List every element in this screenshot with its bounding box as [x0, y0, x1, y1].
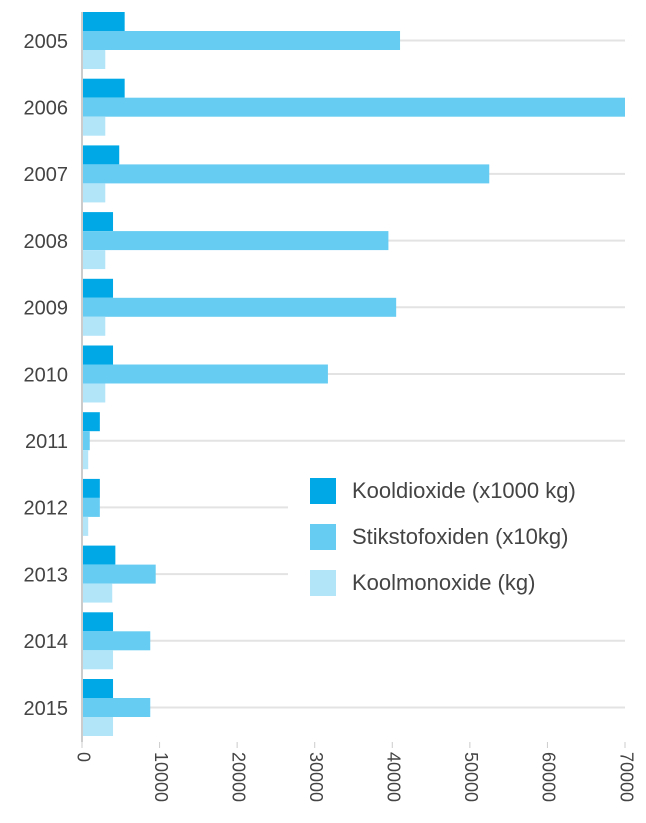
- y-tick-label: 2009: [24, 298, 69, 320]
- bar: [82, 516, 89, 536]
- legend-label: Kooldioxide (x1000 kg): [352, 478, 576, 503]
- legend-label: Koolmonoxide (kg): [352, 570, 535, 595]
- bar: [82, 564, 156, 584]
- y-tick-label: 2010: [24, 364, 69, 386]
- legend-swatch: [310, 478, 336, 504]
- bar: [82, 612, 114, 632]
- y-tick-label: 2014: [24, 631, 69, 653]
- bar: [82, 545, 116, 565]
- legend-label: Stikstofoxiden (x10kg): [352, 524, 568, 549]
- bar: [82, 78, 125, 98]
- x-tick-label: 70000: [616, 752, 636, 802]
- y-tick-label: 2012: [24, 498, 69, 520]
- bar: [82, 164, 490, 184]
- x-tick-label: 0: [73, 752, 93, 762]
- bar: [82, 212, 114, 232]
- bar: [82, 278, 114, 298]
- bar: [82, 450, 89, 470]
- bar: [82, 345, 114, 365]
- bar: [82, 316, 106, 336]
- y-tick-label: 2013: [24, 564, 69, 586]
- bar: [82, 583, 113, 603]
- y-tick-label: 2005: [24, 31, 69, 53]
- bar: [82, 231, 389, 251]
- bar: [82, 50, 106, 69]
- bar: [82, 650, 114, 670]
- x-tick-label: 40000: [384, 752, 404, 802]
- y-tick-label: 2015: [24, 698, 69, 720]
- bar: [82, 97, 625, 117]
- bar: [82, 497, 100, 517]
- bar: [82, 145, 120, 165]
- bar: [82, 717, 114, 736]
- bar: [82, 383, 106, 403]
- legend: Kooldioxide (x1000 kg) Stikstofoxiden (x1…: [288, 462, 640, 608]
- bar: [82, 250, 106, 270]
- bar: [82, 297, 397, 317]
- bar: [82, 698, 151, 717]
- y-tick-label: 2007: [24, 164, 69, 186]
- x-tick-label: 20000: [228, 752, 248, 802]
- x-tick-label: 10000: [151, 752, 171, 802]
- bar: [82, 364, 328, 384]
- y-tick-label: 2006: [24, 97, 69, 119]
- legend-swatch: [310, 570, 336, 596]
- bar: [82, 679, 114, 698]
- legend-swatch: [310, 524, 336, 550]
- bar: [82, 31, 401, 50]
- bar: [82, 431, 90, 451]
- x-tick-label: 50000: [461, 752, 481, 802]
- bar: [82, 412, 100, 432]
- x-tick-label: 30000: [306, 752, 326, 802]
- bar: [82, 183, 106, 203]
- legend-background: [288, 462, 640, 608]
- x-tick-label: 60000: [539, 752, 559, 802]
- bar: [82, 478, 100, 498]
- bar: [82, 12, 125, 31]
- bar: [82, 116, 106, 136]
- y-tick-label: 2011: [25, 431, 68, 453]
- y-tick-label: 2008: [24, 231, 69, 253]
- bar: [82, 631, 151, 651]
